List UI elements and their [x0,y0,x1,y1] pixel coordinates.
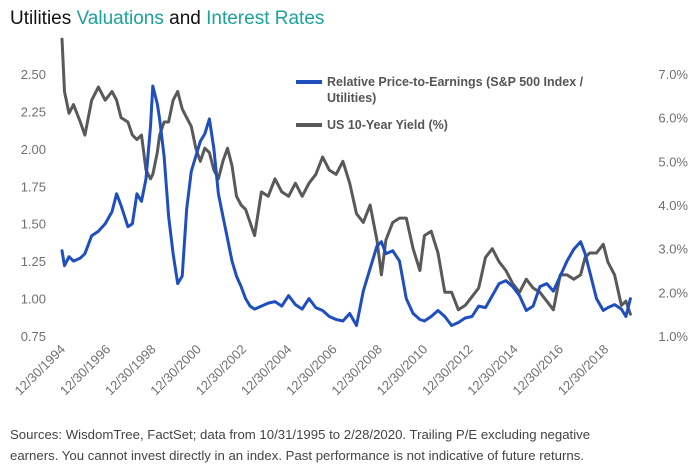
chart-title: Utilities Valuations and Interest Rates [10,8,324,30]
title-part-interest-rates: Interest Rates [206,8,325,29]
left-tick-label: 0.75 [21,329,46,344]
left-tick-label: 2.00 [21,142,46,157]
left-tick-label: 2.50 [21,67,46,82]
left-tick-label: 2.25 [21,104,46,119]
right-tick-label: 2.0% [658,285,688,300]
series-line-relative-pe [60,84,632,327]
series-line-us-10y-yield [60,37,632,316]
legend-label-pe-line2: Utilities) [327,91,376,105]
right-tick-label: 4.0% [658,198,688,213]
title-part-and: and [163,8,207,29]
title-part-utilities: Utilities [10,8,77,29]
legend: Relative Price-to-Earnings (S&P 500 Inde… [296,75,584,132]
left-tick-label: 1.25 [21,254,46,269]
source-line-2: earners. You cannot invest directly in a… [10,448,584,463]
right-tick-label: 1.0% [658,329,688,344]
source-note: Sources: WisdomTree, FactSet; data from … [10,424,690,466]
right-tick-label: 6.0% [658,111,688,126]
source-line-1: Sources: WisdomTree, FactSet; data from … [10,427,591,442]
chart-area: 0.75 1.00 1.25 1.50 1.75 2.00 2.25 2.50 1.0% 2.0… [11,37,688,399]
right-axis: 1.0% 2.0% 3.0% 4.0% 5.0% 6.0% 7.0% [658,67,688,344]
left-tick-label: 1.50 [21,217,46,232]
right-tick-label: 3.0% [658,242,688,257]
title-part-valuations: Valuations [76,8,164,29]
left-axis: 0.75 1.00 1.25 1.50 1.75 2.00 2.25 2.50 [21,67,46,344]
series-layer [60,37,632,327]
left-tick-label: 1.00 [21,292,46,307]
legend-label-yield: US 10-Year Yield (%) [327,118,448,132]
right-tick-label: 5.0% [658,154,688,169]
right-tick-label: 7.0% [658,67,688,82]
legend-label-pe-line1: Relative Price-to-Earnings (S&P 500 Inde… [327,75,584,89]
left-tick-label: 1.75 [21,179,46,194]
x-axis: 12/30/199412/30/199612/30/199812/30/2000… [11,342,611,399]
